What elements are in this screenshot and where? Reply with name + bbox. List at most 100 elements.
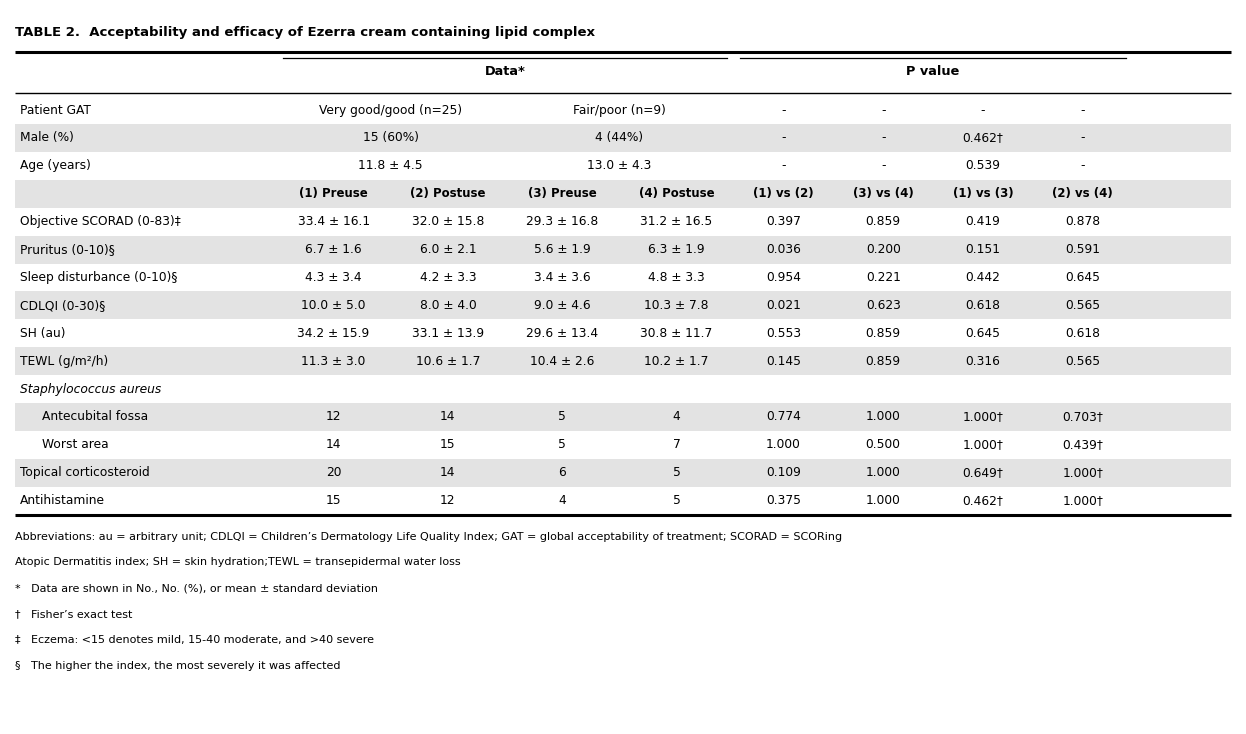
Text: 12: 12: [440, 494, 456, 507]
Text: †   Fisher’s exact test: † Fisher’s exact test: [15, 609, 132, 619]
Text: -: -: [881, 159, 886, 172]
Text: 1.000†: 1.000†: [962, 438, 1003, 451]
Text: 0.109: 0.109: [766, 466, 801, 479]
Text: 4.2 ± 3.3: 4.2 ± 3.3: [420, 271, 476, 284]
Text: -: -: [1080, 159, 1085, 172]
Text: 0.221: 0.221: [866, 271, 901, 284]
Text: 5: 5: [673, 494, 680, 507]
Text: 0.859: 0.859: [866, 215, 901, 228]
Text: 0.397: 0.397: [766, 215, 801, 228]
Text: 4: 4: [558, 494, 566, 507]
Text: Age (years): Age (years): [20, 159, 91, 172]
Bar: [15, 124, 1231, 152]
Text: 11.3 ± 3.0: 11.3 ± 3.0: [302, 355, 366, 368]
Text: 0.618: 0.618: [1065, 327, 1100, 340]
Text: Very good/good (n=25): Very good/good (n=25): [319, 103, 462, 117]
Text: 4.3 ± 3.4: 4.3 ± 3.4: [305, 271, 361, 284]
Bar: [15, 459, 1231, 487]
Text: Abbreviations: au = arbitrary unit; CDLQI = Children’s Dermatology Life Quality : Abbreviations: au = arbitrary unit; CDLQ…: [15, 531, 842, 542]
Text: 0.645: 0.645: [966, 327, 1001, 340]
Text: 6.7 ± 1.6: 6.7 ± 1.6: [305, 243, 361, 256]
Text: 0.954: 0.954: [766, 271, 801, 284]
Text: Pruritus (0-10)§: Pruritus (0-10)§: [20, 243, 115, 256]
Text: 0.442: 0.442: [966, 271, 1001, 284]
Text: 13.0 ± 4.3: 13.0 ± 4.3: [587, 159, 652, 172]
Text: 5: 5: [558, 438, 566, 451]
Text: (1) vs (2): (1) vs (2): [754, 187, 814, 200]
Text: -: -: [981, 103, 986, 117]
Text: 12: 12: [325, 410, 341, 424]
Text: 30.8 ± 11.7: 30.8 ± 11.7: [640, 327, 713, 340]
Text: -: -: [781, 159, 786, 172]
Text: 0.774: 0.774: [766, 410, 801, 424]
Text: TABLE 2.  Acceptability and efficacy of Ezerra cream containing lipid complex: TABLE 2. Acceptability and efficacy of E…: [15, 26, 594, 38]
Text: 0.565: 0.565: [1065, 299, 1100, 312]
Text: 0.565: 0.565: [1065, 355, 1100, 368]
Text: ‡   Eczema: <15 denotes mild, 15-40 moderate, and >40 severe: ‡ Eczema: <15 denotes mild, 15-40 modera…: [15, 635, 374, 645]
Text: 10.0 ± 5.0: 10.0 ± 5.0: [302, 299, 366, 312]
Text: 0.462†: 0.462†: [962, 131, 1003, 145]
Text: 32.0 ± 15.8: 32.0 ± 15.8: [411, 215, 483, 228]
Text: 31.2 ± 16.5: 31.2 ± 16.5: [640, 215, 713, 228]
Text: 1.000: 1.000: [866, 410, 901, 424]
Text: -: -: [881, 131, 886, 145]
Text: 1.000†: 1.000†: [1063, 466, 1103, 479]
Text: 0.021: 0.021: [766, 299, 801, 312]
Text: 29.3 ± 16.8: 29.3 ± 16.8: [526, 215, 598, 228]
Text: 0.859: 0.859: [866, 355, 901, 368]
Text: 10.4 ± 2.6: 10.4 ± 2.6: [530, 355, 594, 368]
Text: (1) vs (3): (1) vs (3): [953, 187, 1013, 200]
Text: 0.145: 0.145: [766, 355, 801, 368]
Text: Sleep disturbance (0-10)§: Sleep disturbance (0-10)§: [20, 271, 177, 284]
Text: TEWL (g/m²/h): TEWL (g/m²/h): [20, 355, 108, 368]
Text: 1.000: 1.000: [866, 494, 901, 507]
Text: 33.1 ± 13.9: 33.1 ± 13.9: [412, 327, 483, 340]
Text: Atopic Dermatitis index; SH = skin hydration;TEWL = transepidermal water loss: Atopic Dermatitis index; SH = skin hydra…: [15, 557, 461, 567]
Text: Patient GAT: Patient GAT: [20, 103, 91, 117]
Text: 4.8 ± 3.3: 4.8 ± 3.3: [648, 271, 705, 284]
Text: *   Data are shown in No., No. (%), or mean ± standard deviation: * Data are shown in No., No. (%), or mea…: [15, 584, 378, 593]
Text: (3) vs (4): (3) vs (4): [852, 187, 913, 200]
Text: 10.2 ± 1.7: 10.2 ± 1.7: [644, 355, 709, 368]
Text: 1.000: 1.000: [766, 438, 801, 451]
Text: -: -: [781, 131, 786, 145]
Text: SH (au): SH (au): [20, 327, 66, 340]
Text: (1) Preuse: (1) Preuse: [299, 187, 368, 200]
Text: 33.4 ± 16.1: 33.4 ± 16.1: [298, 215, 370, 228]
Bar: [15, 291, 1231, 319]
Text: (2) Postuse: (2) Postuse: [410, 187, 486, 200]
Text: 0.649†: 0.649†: [962, 466, 1003, 479]
Text: 0.151: 0.151: [966, 243, 1001, 256]
Text: 29.6 ± 13.4: 29.6 ± 13.4: [526, 327, 598, 340]
Text: -: -: [1080, 131, 1085, 145]
Text: 0.500: 0.500: [866, 438, 901, 451]
Text: CDLQI (0-30)§: CDLQI (0-30)§: [20, 299, 106, 312]
Text: 3.4 ± 3.6: 3.4 ± 3.6: [533, 271, 591, 284]
Text: -: -: [781, 103, 786, 117]
Text: 15: 15: [440, 438, 456, 451]
Text: 15: 15: [325, 494, 341, 507]
Text: 1.000†: 1.000†: [962, 410, 1003, 424]
Text: Objective SCORAD (0-83)‡: Objective SCORAD (0-83)‡: [20, 215, 181, 228]
Text: 4: 4: [673, 410, 680, 424]
Text: (2) vs (4): (2) vs (4): [1053, 187, 1113, 200]
Text: 1.000†: 1.000†: [1063, 494, 1103, 507]
Text: 14: 14: [440, 466, 456, 479]
Text: Staphylococcus aureus: Staphylococcus aureus: [20, 382, 161, 396]
Text: 0.316: 0.316: [966, 355, 1001, 368]
Text: 6.3 ± 1.9: 6.3 ± 1.9: [648, 243, 705, 256]
Text: 0.859: 0.859: [866, 327, 901, 340]
Text: 0.553: 0.553: [766, 327, 801, 340]
Text: Topical corticosteroid: Topical corticosteroid: [20, 466, 150, 479]
Text: (3) Preuse: (3) Preuse: [528, 187, 597, 200]
Text: 10.6 ± 1.7: 10.6 ± 1.7: [416, 355, 480, 368]
Text: 0.591: 0.591: [1065, 243, 1100, 256]
Text: 14: 14: [325, 438, 341, 451]
Text: 7: 7: [673, 438, 680, 451]
Text: 34.2 ± 15.9: 34.2 ± 15.9: [298, 327, 370, 340]
Text: 0.462†: 0.462†: [962, 494, 1003, 507]
Text: Antecubital fossa: Antecubital fossa: [42, 410, 148, 424]
Text: 11.8 ± 4.5: 11.8 ± 4.5: [359, 159, 424, 172]
Text: P value: P value: [906, 65, 959, 78]
Text: 5.6 ± 1.9: 5.6 ± 1.9: [533, 243, 591, 256]
